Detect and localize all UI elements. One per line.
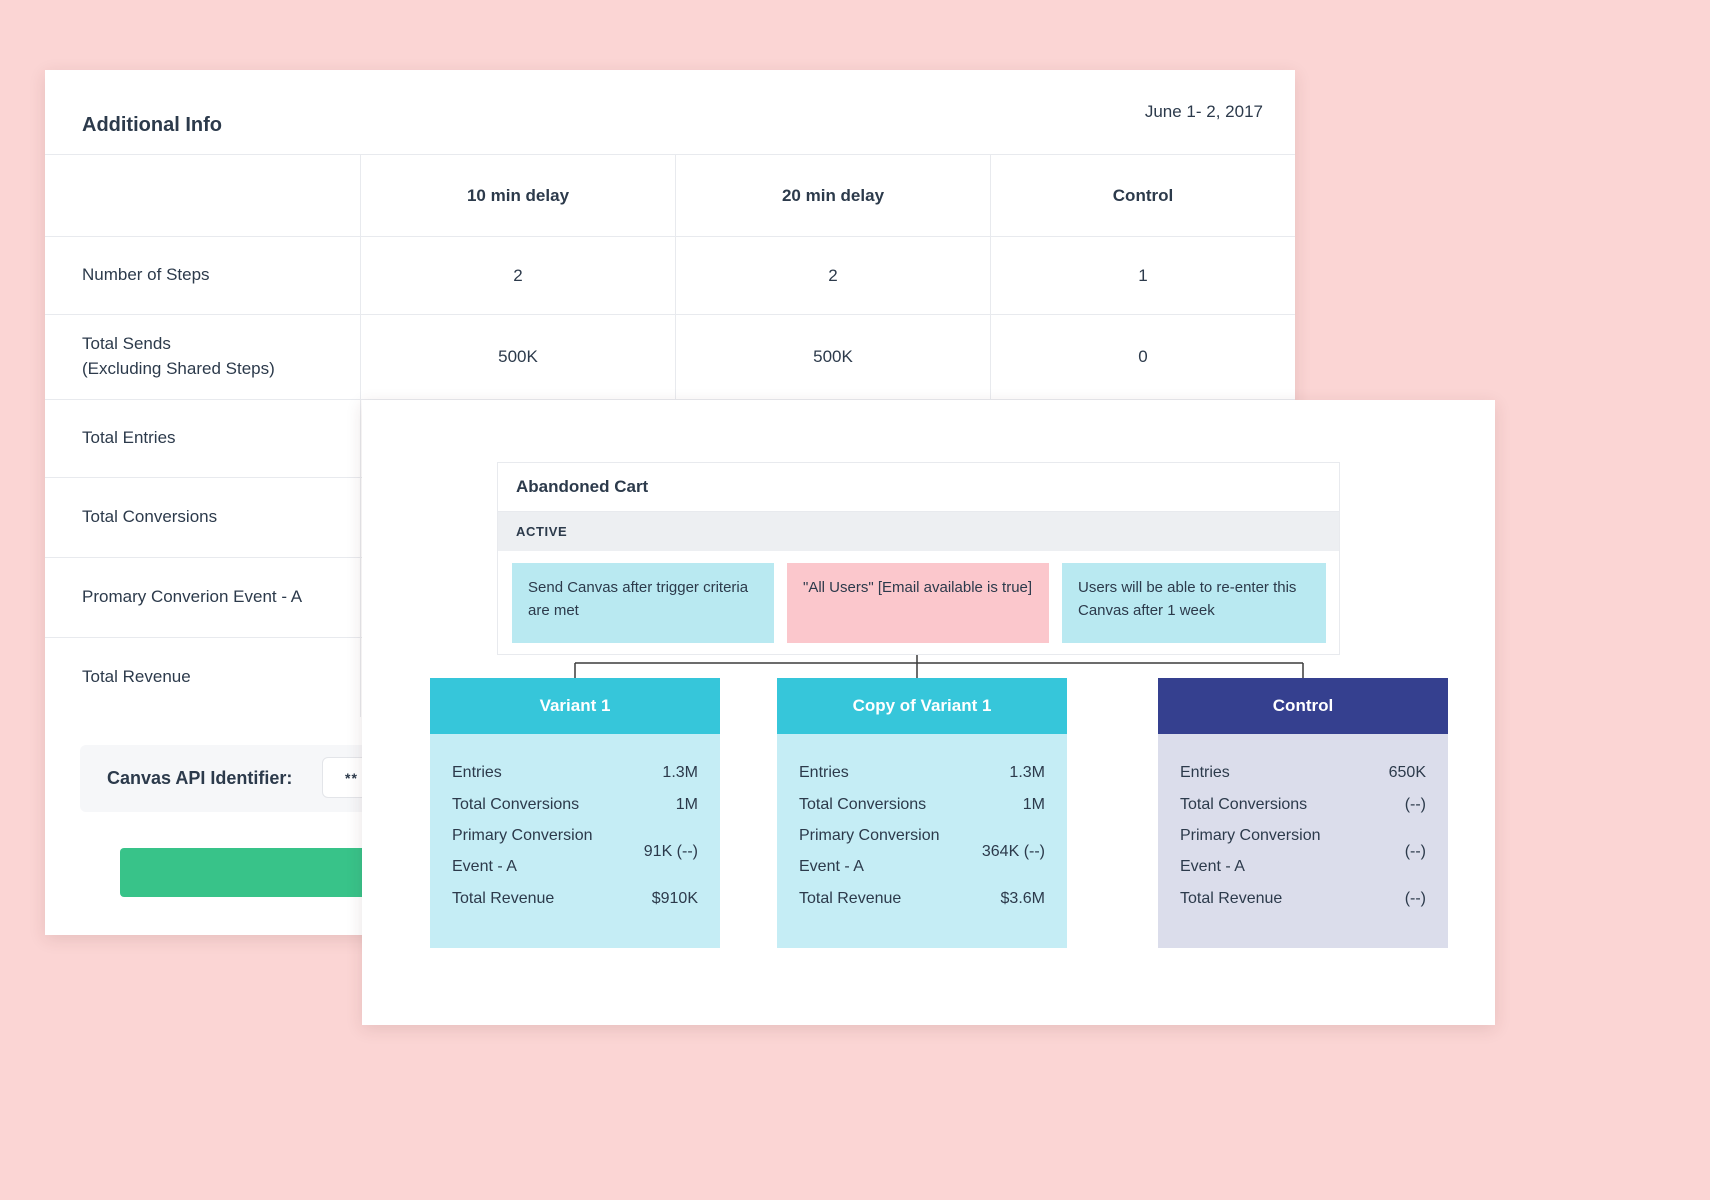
canvas-trigger-panel: Abandoned Cart ACTIVE Send Canvas after …	[497, 462, 1340, 655]
canvas-title: Abandoned Cart	[516, 477, 649, 496]
variant-header: Copy of Variant 1	[777, 678, 1067, 734]
table-header-10-min-delay: 10 min delay	[360, 155, 675, 236]
stat-row-total-revenue: Total Revenue $910K	[452, 889, 698, 907]
card-title: Additional Info	[82, 114, 222, 137]
stat-row-total-conversions: Total Conversions 1M	[452, 795, 698, 813]
stat-row-total-conversions: Total Conversions (--)	[1180, 795, 1426, 813]
canvas-title-row: Abandoned Cart	[498, 463, 1339, 512]
api-identifier-masked-value: **	[345, 770, 358, 786]
stat-row-total-revenue: Total Revenue $3.6M	[799, 889, 1045, 907]
stat-row-primary-conversion: Primary Conversion Event - A 91K (--)	[452, 827, 698, 875]
canvas-overview-card: Abandoned Cart ACTIVE Send Canvas after …	[362, 400, 1495, 1025]
audience-box[interactable]: "All Users" [Email available is true]	[787, 563, 1049, 643]
table-cell	[360, 399, 675, 477]
trigger-boxes: Send Canvas after trigger criteria are m…	[498, 551, 1339, 656]
stat-row-total-revenue: Total Revenue (--)	[1180, 889, 1426, 907]
additional-info-header: Additional Info June 1- 2, 2017	[45, 70, 1295, 154]
primary-action-button[interactable]	[120, 848, 405, 897]
stat-row-primary-conversion: Primary Conversion Event - A (--)	[1180, 827, 1426, 875]
table-header-control: Control	[990, 155, 1295, 236]
table-cell: 0	[990, 314, 1295, 399]
status-badge: ACTIVE	[516, 524, 568, 539]
variant-card-copy-of-variant-1[interactable]: Copy of Variant 1 Entries 1.3M Total Con…	[777, 678, 1067, 948]
variant-header: Variant 1	[430, 678, 720, 734]
variant-name: Variant 1	[539, 696, 611, 715]
row-label-number-of-steps: Number of Steps	[45, 236, 360, 314]
api-identifier-label: Canvas API Identifier:	[107, 768, 293, 788]
row-label-total-conversions: Total Conversions	[45, 477, 360, 557]
stat-row-entries: Entries 1.3M	[799, 763, 1045, 781]
variant-card-control[interactable]: Control Entries 650K Total Conversions (…	[1158, 678, 1448, 948]
row-label-total-revenue: Total Revenue	[45, 637, 360, 717]
stat-row-primary-conversion: Primary Conversion Event - A 364K (--)	[799, 827, 1045, 875]
row-label-total-sends: Total Sends (Excluding Shared Steps)	[45, 314, 360, 399]
canvas-status-bar: ACTIVE	[498, 512, 1339, 551]
table-cell: 500K	[360, 314, 675, 399]
table-cell: 1	[990, 236, 1295, 314]
row-label-primary-conversion-event: Promary Converion Event - A	[45, 557, 360, 637]
variant-stats: Entries 1.3M Total Conversions 1M Primar…	[777, 734, 1067, 948]
variant-name: Control	[1272, 696, 1334, 715]
variant-stats: Entries 650K Total Conversions (--) Prim…	[1158, 734, 1448, 948]
table-cell: 2	[675, 236, 990, 314]
table-header-blank	[45, 155, 360, 236]
trigger-criteria-box[interactable]: Send Canvas after trigger criteria are m…	[512, 563, 774, 643]
variant-name: Copy of Variant 1	[852, 696, 992, 715]
date-range: June 1- 2, 2017	[1144, 102, 1263, 121]
table-cell: 500K	[675, 314, 990, 399]
stat-row-entries: Entries 1.3M	[452, 763, 698, 781]
table-cell: 2	[360, 236, 675, 314]
stat-row-total-conversions: Total Conversions 1M	[799, 795, 1045, 813]
variant-card-variant-1[interactable]: Variant 1 Entries 1.3M Total Conversions…	[430, 678, 720, 948]
variant-stats: Entries 1.3M Total Conversions 1M Primar…	[430, 734, 720, 948]
variant-header: Control	[1158, 678, 1448, 734]
row-label-total-entries: Total Entries	[45, 399, 360, 477]
table-header-20-min-delay: 20 min delay	[675, 155, 990, 236]
reentry-box[interactable]: Users will be able to re-enter this Canv…	[1062, 563, 1326, 643]
stat-row-entries: Entries 650K	[1180, 763, 1426, 781]
